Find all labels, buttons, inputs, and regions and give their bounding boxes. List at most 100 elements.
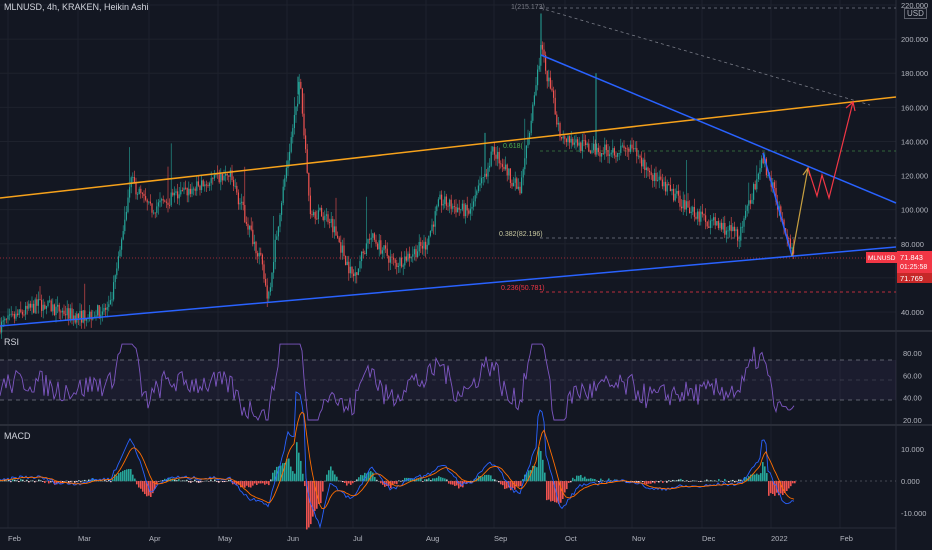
candle-body bbox=[567, 136, 569, 143]
candle-body bbox=[551, 88, 553, 91]
macd-pane[interactable] bbox=[0, 391, 896, 530]
candle-body bbox=[377, 243, 379, 250]
candle-body bbox=[601, 152, 603, 157]
rsi-title[interactable]: RSI bbox=[4, 337, 20, 347]
macd-histogram-bar bbox=[78, 480, 80, 482]
macd-histogram-bar bbox=[118, 473, 120, 482]
candle-body bbox=[356, 272, 358, 275]
trend-lines[interactable] bbox=[0, 54, 897, 327]
candle-body bbox=[106, 307, 108, 310]
macd-title[interactable]: MACD bbox=[4, 431, 31, 441]
macd-histogram-bar bbox=[272, 472, 274, 482]
macd-axis[interactable]: 10.000 0.000 -10.000 bbox=[901, 445, 926, 518]
candle-body bbox=[61, 310, 63, 313]
macd-histogram-bar bbox=[560, 481, 562, 503]
blue-support-line[interactable] bbox=[0, 246, 897, 327]
candle-body bbox=[508, 168, 510, 176]
candle-body bbox=[73, 315, 75, 320]
macd-histogram-bar bbox=[410, 478, 412, 482]
macd-histogram-bar bbox=[110, 481, 112, 483]
macd-histogram-bar bbox=[792, 481, 794, 484]
candle-body bbox=[676, 190, 678, 194]
candle-body bbox=[391, 256, 393, 258]
macd-histogram-bar bbox=[394, 481, 396, 484]
chart-header[interactable]: MLNUSD, 4h, KRAKEN, Heikin Ashi bbox=[4, 2, 149, 12]
macd-histogram-bar bbox=[386, 481, 388, 486]
macd-histogram-bar bbox=[214, 479, 216, 482]
fibonacci-retracement[interactable]: 1(215.173) 0.618( 0.382(82.196) 0.236(50… bbox=[499, 4, 896, 293]
projection-zigzag[interactable] bbox=[807, 101, 854, 201]
macd-histogram-bar bbox=[492, 478, 494, 482]
price-tick-label: 120.000 bbox=[901, 172, 928, 181]
candle-body bbox=[348, 261, 350, 274]
macd-histogram-bar bbox=[780, 481, 782, 494]
candle-body bbox=[151, 203, 153, 213]
candle-body bbox=[757, 173, 759, 180]
candle-body bbox=[597, 147, 599, 153]
candle-body bbox=[143, 193, 145, 197]
candle-body bbox=[749, 200, 751, 204]
rsi-line[interactable] bbox=[0, 343, 795, 421]
signal-line[interactable] bbox=[0, 411, 795, 510]
rsi-pane[interactable] bbox=[0, 343, 896, 421]
candle-body bbox=[759, 168, 761, 174]
candle-body bbox=[514, 178, 516, 183]
macd-histogram-bar bbox=[418, 478, 420, 482]
candle-body bbox=[269, 287, 271, 292]
candle-body bbox=[188, 188, 190, 196]
candle-body bbox=[554, 97, 556, 115]
macd-histogram-bar bbox=[710, 480, 712, 482]
candle-body bbox=[10, 313, 12, 315]
candle-body bbox=[105, 307, 107, 310]
blue-resistance-line[interactable] bbox=[540, 54, 897, 204]
candle-body bbox=[28, 303, 30, 309]
candle-body bbox=[717, 221, 719, 229]
macd-histogram-bar bbox=[680, 478, 682, 482]
macd-line[interactable] bbox=[0, 391, 795, 529]
candle-body bbox=[156, 206, 158, 213]
rsi-axis[interactable]: 80.00 60.00 40.00 20.00 bbox=[903, 349, 922, 425]
candle-body bbox=[489, 165, 491, 168]
candle-body bbox=[460, 209, 462, 211]
candle-body bbox=[341, 245, 343, 253]
candle-body bbox=[540, 44, 542, 66]
macd-histogram-bar bbox=[456, 481, 458, 486]
macd-histogram-bar bbox=[26, 479, 28, 482]
candle-body bbox=[671, 188, 673, 192]
macd-histogram-bar bbox=[512, 481, 514, 488]
blue-drop-line[interactable] bbox=[762, 152, 793, 257]
candle-body bbox=[349, 266, 351, 274]
macd-histogram-bar bbox=[428, 478, 430, 482]
macd-histogram-bar bbox=[692, 480, 694, 482]
projection-up-arrow[interactable] bbox=[791, 167, 809, 257]
candles-series[interactable] bbox=[0, 13, 795, 339]
macd-histogram-bar bbox=[266, 481, 268, 484]
macd-histogram-bar bbox=[724, 478, 726, 482]
candle-body bbox=[2, 320, 4, 322]
candle-body bbox=[681, 206, 683, 209]
candle-body bbox=[746, 205, 748, 211]
candle-body bbox=[457, 207, 459, 213]
macd-histogram-bar bbox=[354, 481, 356, 482]
macd-histogram-bar bbox=[636, 481, 638, 483]
candle-body bbox=[617, 153, 619, 157]
candle-body bbox=[407, 253, 409, 261]
macd-histogram-bar bbox=[242, 481, 244, 487]
candle-body bbox=[183, 187, 185, 191]
macd-histogram-bar bbox=[672, 479, 674, 482]
candle-body bbox=[17, 313, 19, 316]
candle-body bbox=[452, 206, 454, 209]
candle-body bbox=[663, 181, 665, 187]
candle-body bbox=[141, 192, 143, 194]
candle-body bbox=[549, 77, 551, 89]
candle-body bbox=[596, 147, 598, 155]
time-axis[interactable]: Feb Mar Apr May Jun Jul Aug Sep Oct Nov Dec 2022 Feb bbox=[8, 534, 853, 543]
macd-histogram-bar bbox=[82, 480, 84, 482]
candle-body bbox=[226, 173, 228, 176]
candle-body bbox=[652, 175, 654, 182]
candle-body bbox=[124, 219, 126, 232]
orange-channel-line[interactable] bbox=[0, 96, 897, 199]
macd-histogram-bar bbox=[368, 471, 370, 482]
macd-histogram-bar bbox=[188, 481, 190, 483]
